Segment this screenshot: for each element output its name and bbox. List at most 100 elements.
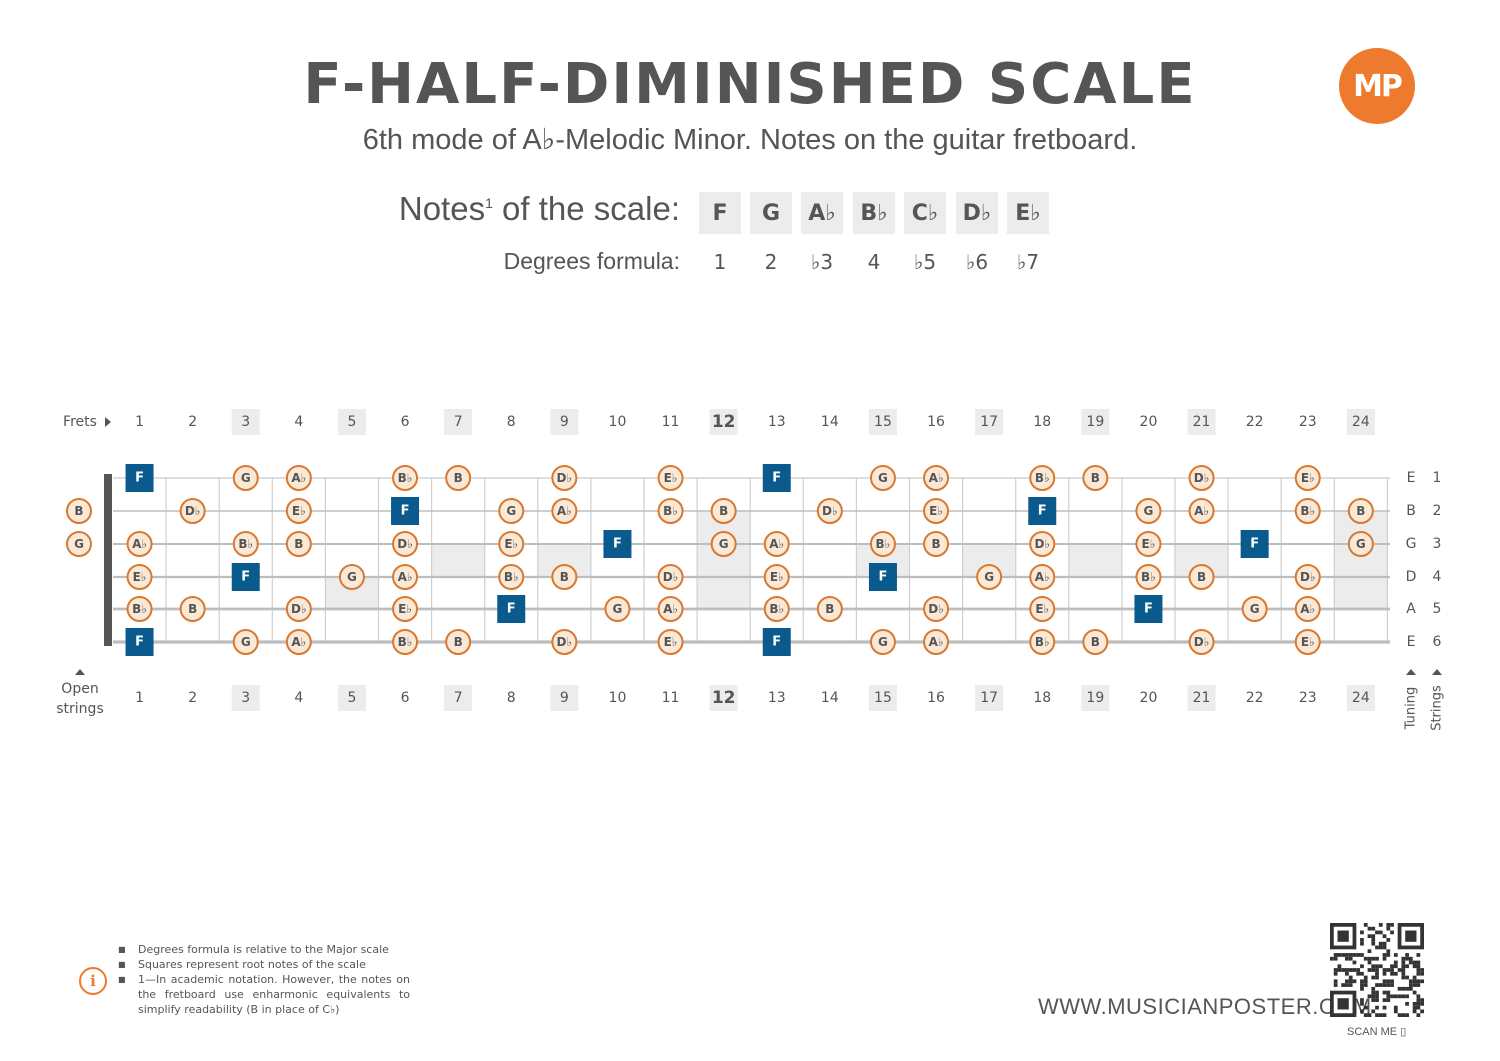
qr-module — [1386, 990, 1391, 995]
scale-degree: ♭7 — [1016, 250, 1040, 274]
qr-module — [1378, 923, 1383, 927]
note-label: E♭ — [133, 570, 147, 584]
root-note-label: F — [1038, 504, 1047, 519]
fret-number: 20 — [1140, 414, 1158, 430]
qr-module — [1405, 994, 1409, 999]
fret-number: 21 — [1193, 690, 1211, 706]
root-note — [762, 464, 791, 492]
note-label: B — [560, 570, 569, 584]
qr-module — [1333, 983, 1338, 987]
note-label: A♭ — [291, 635, 306, 649]
qr-module — [1367, 994, 1372, 999]
qr-module — [1371, 994, 1376, 999]
root-note-label: F — [401, 504, 410, 519]
qr-module — [1412, 979, 1417, 984]
qr-module — [1333, 971, 1338, 976]
fret-number: 6 — [401, 690, 410, 706]
qr-module — [1348, 956, 1353, 961]
fret-number: 7 — [454, 690, 463, 706]
qr-module — [1371, 926, 1376, 931]
qr-module — [1382, 1005, 1387, 1010]
scale-note-marker — [763, 596, 790, 622]
scale-degree: ♭5 — [913, 250, 937, 274]
note-label: D♭ — [663, 570, 679, 584]
fret-number-bg — [550, 409, 579, 435]
note-label: B♭ — [663, 504, 678, 518]
brand-logo[interactable]: MP — [1339, 48, 1415, 124]
qr-module — [1378, 1013, 1383, 1017]
qr-module — [1363, 956, 1368, 961]
qr-module — [1378, 941, 1383, 946]
qr-module — [1367, 926, 1372, 931]
qr-module — [1375, 975, 1379, 980]
qr-module — [1356, 953, 1361, 957]
website-link[interactable]: WWW.MUSICIANPOSTER.COM — [1038, 994, 1372, 1019]
qr-module — [1330, 956, 1334, 961]
fret-number: 18 — [1033, 690, 1051, 706]
open-note — [66, 498, 92, 524]
qr-module — [1371, 938, 1376, 942]
fret-number: 3 — [241, 414, 250, 430]
qr-module — [1408, 960, 1413, 965]
qr-module — [1378, 930, 1383, 935]
scale-note-marker — [976, 564, 1003, 590]
fret-shade — [1068, 544, 1122, 577]
qr-module — [1363, 975, 1368, 980]
fretboard-diagram: 1 2 3 4 5 6 7 8 9 10 11 12 13 14 15 16 17 18 19 20 21 22 23 241… — [56, 409, 1445, 731]
note-label: D♭ — [291, 602, 307, 616]
tuning-note: E — [1407, 470, 1416, 486]
qr-module — [1360, 964, 1364, 969]
scale-note-marker — [816, 498, 843, 524]
scan-me-label: SCAN ME ▯ — [1347, 1026, 1407, 1038]
fret-number: 11 — [662, 690, 680, 706]
note-label: B — [825, 602, 834, 616]
qr-module — [1393, 994, 1398, 999]
scale-note-marker — [869, 465, 896, 491]
qr-module — [1371, 986, 1376, 991]
qr-module — [1363, 923, 1368, 927]
scale-degree: ♭3 — [810, 250, 834, 274]
scale-note-marker — [1294, 629, 1321, 655]
page-subtitle: 6th mode of A♭-Melodic Minor. Notes on t… — [362, 124, 1138, 156]
qr-module — [1416, 968, 1421, 972]
scale-note-marker — [763, 531, 790, 557]
fret-number-bg — [1346, 685, 1375, 711]
qr-code[interactable] — [1330, 923, 1424, 1017]
note-label: D♭ — [397, 537, 413, 551]
scale-note-marker — [1188, 564, 1215, 590]
qr-module — [1390, 923, 1394, 927]
note-label: A♭ — [1035, 570, 1050, 584]
note-label: D♭ — [1034, 537, 1050, 551]
qr-module — [1408, 956, 1413, 961]
root-note-label: F — [772, 635, 781, 650]
scale-note-marker — [445, 465, 472, 491]
root-note-label: F — [135, 471, 144, 486]
qr-module — [1337, 930, 1349, 942]
note-label: B♭ — [876, 537, 891, 551]
scale-degree: 1 — [713, 250, 727, 274]
qr-module — [1397, 968, 1402, 972]
qr-module — [1408, 986, 1413, 991]
note-label: A♭ — [1194, 504, 1209, 518]
qr-module — [1386, 998, 1391, 1002]
qr-module — [1333, 979, 1338, 984]
root-note-label: F — [772, 471, 781, 486]
qr-module — [1345, 979, 1349, 984]
scale-note-marker — [657, 629, 684, 655]
qr-module — [1416, 1005, 1421, 1010]
fret-number: 1 — [135, 690, 144, 706]
note-label: E♭ — [929, 504, 943, 518]
note-label: B♭ — [504, 570, 519, 584]
note-label: E♭ — [1301, 471, 1315, 485]
string-number: 3 — [1433, 536, 1442, 552]
qr-module — [1412, 1005, 1417, 1010]
string-number: 1 — [1433, 470, 1442, 486]
fret-number: 24 — [1352, 414, 1370, 430]
fret-shade — [1334, 511, 1388, 609]
note-label: E♭ — [398, 602, 412, 616]
note-label: G — [719, 537, 729, 551]
footnote-item: Squares represent root notes of the scal… — [118, 957, 410, 972]
qr-module — [1378, 983, 1383, 987]
scale-note-marker — [285, 531, 312, 557]
qr-module — [1360, 953, 1364, 957]
